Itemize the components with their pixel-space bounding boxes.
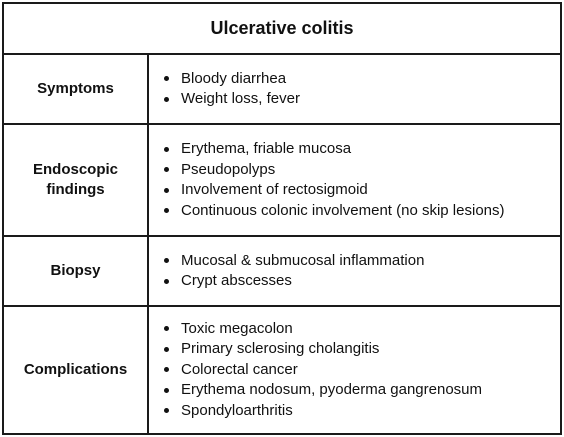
list-item-text: Continuous colonic involvement (no skip … — [181, 201, 505, 219]
bullet-icon — [164, 96, 169, 102]
list-item-text: Involvement of rectosigmoid — [181, 181, 368, 198]
list-item-text: Mucosal & submucosal inflammation — [181, 251, 425, 269]
list-item: Bloody diarrhea — [151, 69, 560, 90]
list-item-text: Primary sclerosing cholangitis — [181, 340, 380, 358]
row-label: Biopsy — [4, 237, 149, 305]
row-items: Bloody diarrhea Weight loss, fever — [151, 55, 560, 123]
list-item-text: Erythema nodosum, pyoderma gangrenosum — [181, 381, 482, 399]
bullet-icon — [164, 146, 169, 152]
table-row-biopsy: Biopsy Mucosal & submucosal inflammation… — [4, 237, 560, 307]
list-item-text: Colorectal cancer — [181, 360, 298, 378]
list-item: Involvement of rectosigmoid — [151, 180, 560, 201]
bullet-icon — [164, 167, 169, 172]
bullet-icon — [164, 367, 169, 373]
list-item-text: Crypt abscesses — [181, 272, 292, 289]
bullet-icon — [164, 408, 169, 414]
list-item: Colorectal cancer — [151, 360, 560, 381]
list-item: Crypt abscesses — [151, 271, 560, 292]
bullet-icon — [164, 187, 169, 193]
table-row-symptoms: Symptoms Bloody diarrhea Weight loss, fe… — [4, 55, 560, 125]
list-item-text: Bloody diarrhea — [181, 69, 287, 87]
list-item-text: Erythema, friable mucosa — [181, 140, 352, 157]
list-item: Pseudopolyps — [151, 160, 560, 181]
list-item-text: Toxic megacolon — [181, 319, 293, 337]
row-label: Symptoms — [4, 55, 149, 123]
row-label: Endoscopic findings — [4, 125, 149, 235]
list-item: Continuous colonic involvement (no skip … — [151, 201, 560, 222]
table-row-complications: Complications Toxic megacolon Primary sc… — [4, 307, 560, 433]
list-item: Primary sclerosing cholangitis — [151, 339, 560, 360]
bullet-icon — [164, 278, 169, 284]
table-row-endoscopic-findings: Endoscopic findings Erythema, friable mu… — [4, 125, 560, 237]
list-item-text: Pseudopolyps — [181, 160, 276, 178]
list-item: Erythema, friable mucosa — [151, 139, 560, 160]
list-item-text: Weight loss, fever — [181, 90, 300, 107]
list-item: Mucosal & submucosal inflammation — [151, 251, 560, 272]
bullet-icon — [164, 258, 169, 263]
row-items: Erythema, friable mucosa Pseudopolyps In… — [151, 125, 560, 235]
row-items: Mucosal & submucosal inflammation Crypt … — [151, 237, 560, 305]
bullet-icon — [164, 208, 169, 213]
list-item: Erythema nodosum, pyoderma gangrenosum — [151, 380, 560, 401]
bullet-icon — [164, 76, 169, 81]
bullet-icon — [164, 387, 169, 393]
row-label: Complications — [4, 307, 149, 433]
bullet-icon — [164, 346, 169, 352]
table-title: Ulcerative colitis — [4, 4, 560, 55]
bullet-icon — [164, 326, 169, 332]
list-item: Weight loss, fever — [151, 89, 560, 110]
list-item-text: Spondyloarthritis — [181, 401, 293, 419]
row-items: Toxic megacolon Primary sclerosing chola… — [151, 307, 560, 433]
list-item: Toxic megacolon — [151, 319, 560, 340]
list-item: Spondyloarthritis — [151, 401, 560, 422]
